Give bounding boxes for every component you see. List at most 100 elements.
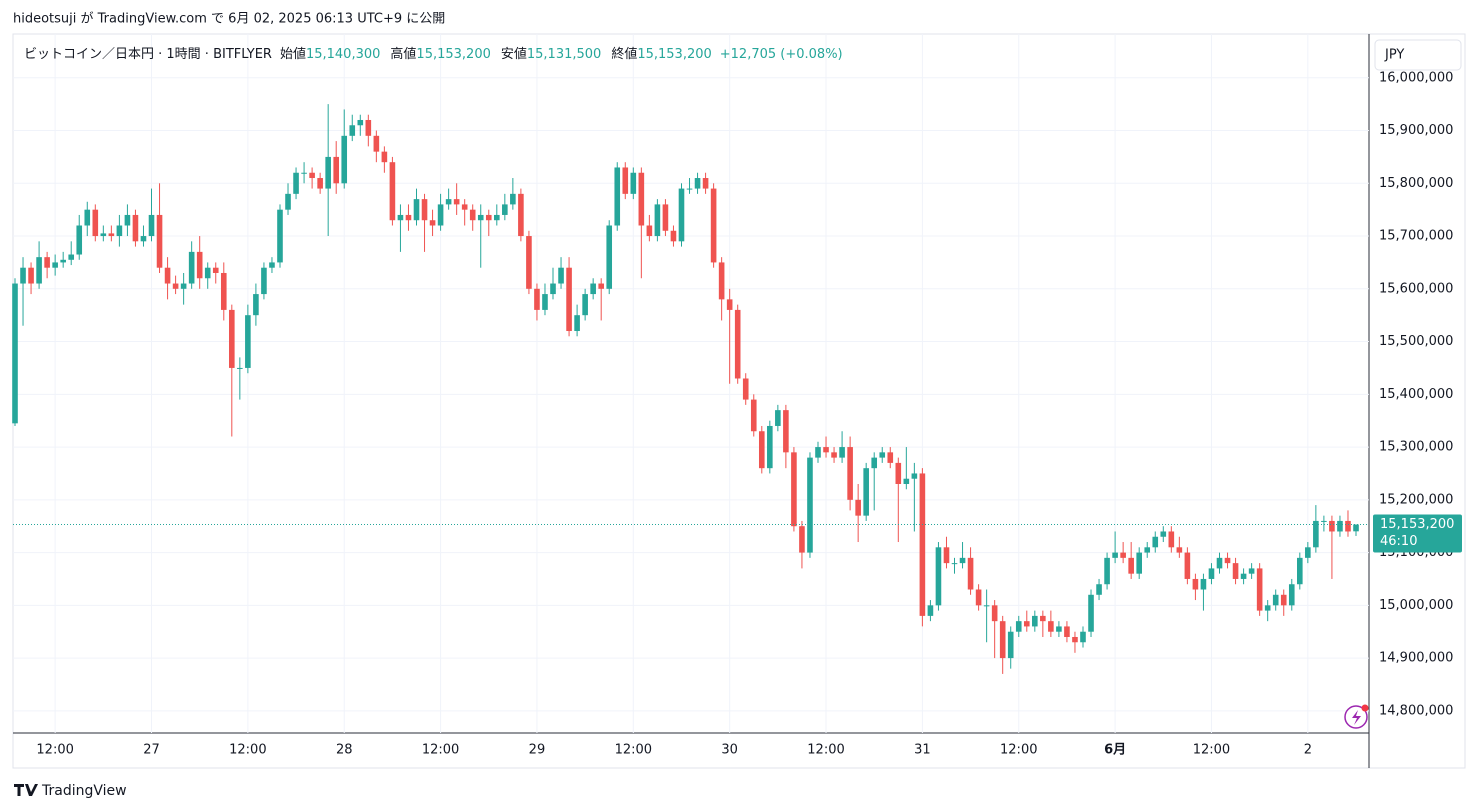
candle-body [309, 172, 315, 179]
candle-body [1297, 557, 1303, 585]
candle-body [1176, 547, 1183, 553]
candle-body [1216, 557, 1223, 569]
candle-body [799, 526, 805, 553]
candle-body [381, 151, 388, 163]
candle-body [12, 283, 18, 424]
candle-body [373, 135, 380, 152]
legend-key: 高値 [390, 46, 416, 62]
candle-body [951, 563, 958, 565]
candle-body [1321, 520, 1327, 522]
candle-body [76, 225, 83, 255]
candle-body [863, 468, 869, 516]
y-tick-label: 15,200,000 [1379, 492, 1453, 507]
candle-body [975, 589, 982, 606]
candle-body [1112, 552, 1118, 558]
candle-body [1168, 531, 1175, 548]
candle-body [1305, 547, 1311, 558]
y-tick-label: 15,600,000 [1379, 281, 1453, 296]
candle-body [606, 225, 613, 289]
candle-body [574, 315, 580, 332]
candle-body [1192, 578, 1199, 590]
candle-body [750, 399, 757, 432]
candle-body [52, 262, 58, 268]
x-tick-label: 2 [1304, 743, 1312, 758]
candle-body [1136, 552, 1142, 574]
candle-body [1200, 578, 1207, 590]
candle-body [1088, 594, 1094, 632]
candle-body [148, 214, 155, 237]
candle-body [654, 204, 661, 237]
legend-line: ビットコイン／日本円 · 1時間 · BITFLYER 始値15,140,300 高… [24, 46, 843, 62]
candle-body [180, 283, 187, 289]
candle-body [871, 457, 878, 469]
candle-body [694, 178, 701, 189]
candle-body [1337, 520, 1343, 532]
candle-body [678, 188, 685, 242]
candle-body [261, 267, 267, 295]
candle-body [469, 209, 476, 221]
candle-body [534, 288, 540, 310]
candle-body [807, 457, 813, 553]
candle-body [68, 254, 75, 260]
candle-body [237, 367, 243, 369]
candle-body [895, 462, 902, 484]
candle-body [919, 473, 926, 616]
candle-body [943, 547, 950, 564]
candle-body [220, 272, 227, 310]
candle-body [566, 267, 572, 332]
candle-body [911, 473, 918, 479]
candle-body [269, 262, 275, 268]
legend-key: 安値 [501, 46, 527, 62]
candle-body [839, 447, 845, 458]
candle-body [686, 188, 693, 190]
candle-body [1208, 568, 1215, 579]
candle-body [212, 267, 219, 273]
candle-body [365, 119, 372, 136]
candle-body [317, 178, 323, 189]
candle-body [461, 204, 468, 210]
candle-body [1240, 573, 1247, 579]
alert-bolt [1352, 710, 1361, 725]
candle-body [1280, 594, 1287, 606]
alert-dot [1361, 704, 1369, 712]
candle-body [397, 214, 404, 221]
legend-change: +12,705 (+0.08%) [720, 47, 843, 62]
candle-body [1232, 563, 1239, 579]
candle-body [1040, 615, 1046, 622]
legend-value: 15,153,200 [416, 47, 490, 62]
y-tick-label: 15,500,000 [1379, 334, 1453, 349]
candle-body [172, 283, 179, 289]
x-tick-label: 12:00 [1193, 743, 1230, 758]
candle-body [1144, 547, 1151, 553]
candle-body [614, 167, 621, 226]
candle-body [453, 199, 460, 205]
candle-body [518, 193, 524, 237]
x-tick-label: 6月 [1104, 743, 1126, 758]
candle-body [1007, 631, 1014, 659]
candle-body [437, 204, 444, 226]
candle-body [1248, 568, 1255, 574]
candle-body [502, 204, 508, 215]
candle-body [927, 605, 934, 616]
candle-body [630, 172, 637, 194]
currency-box[interactable] [1374, 39, 1462, 71]
x-tick-label: 12:00 [615, 743, 652, 758]
candle-body [1128, 557, 1134, 574]
y-tick-label: 16,000,000 [1379, 70, 1453, 85]
candle-body [164, 267, 171, 284]
x-tick-label: 28 [336, 743, 353, 758]
candle-body [935, 547, 942, 606]
x-tick-label: 12:00 [422, 743, 459, 758]
candle-body [429, 220, 436, 226]
x-tick-label: 12:00 [1000, 743, 1037, 758]
candle-body [84, 209, 91, 226]
candle-body [1224, 557, 1231, 564]
candle-body [333, 156, 339, 184]
symbol: ビットコイン／日本円 · 1時間 · BITFLYER [24, 47, 272, 62]
candle-body [494, 214, 500, 221]
candle-body [718, 262, 725, 300]
x-tick-label: 12:00 [36, 743, 73, 758]
candle-body [726, 299, 733, 310]
candle-body [791, 452, 797, 527]
